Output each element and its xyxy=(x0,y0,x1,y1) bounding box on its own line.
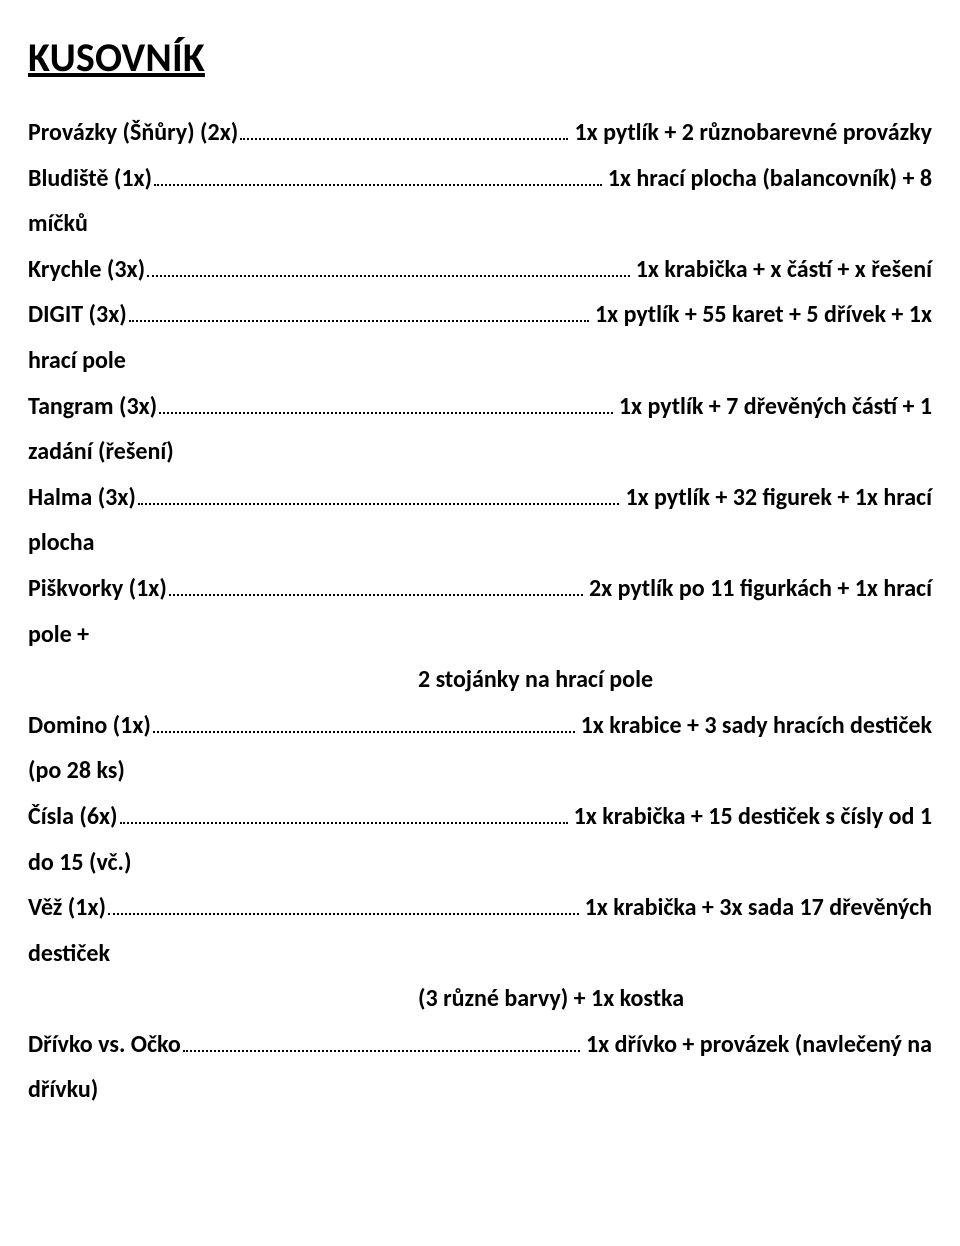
item-lead: Provázky (Šňůry) (2x) xyxy=(28,110,238,156)
item-tail: 1x pytlík + 32 figurek + 1x hrací xyxy=(625,475,932,521)
bom-row: Dřívko vs. Očko 1x dřívko + provázek (na… xyxy=(28,1022,932,1068)
bom-list: Provázky (Šňůry) (2x) 1x pytlík + 2 různ… xyxy=(28,110,932,1113)
item-qty: (3x) xyxy=(107,255,145,284)
item-qty: (3x) xyxy=(89,300,127,329)
item-continuation: plocha xyxy=(28,520,932,566)
item-tail: 1x pytlík + 55 karet + 5 dřívek + 1x xyxy=(595,292,932,338)
item-name: Krychle xyxy=(28,255,101,284)
item-qty: (3x) xyxy=(119,392,157,421)
leader-dots xyxy=(240,125,568,140)
item-continuation: zadání (řešení) xyxy=(28,429,932,475)
page-title: KUSOVNÍK xyxy=(28,20,932,96)
item-continuation: do 15 (vč.) xyxy=(28,840,932,886)
item-qty: (1x) xyxy=(114,164,152,193)
item-name: Věž xyxy=(28,893,62,922)
bom-row: Věž (1x) 1x krabička + 3x sada 17 dřevěn… xyxy=(28,885,932,931)
item-name: Provázky (Šňůry) xyxy=(28,118,195,147)
bom-row: Provázky (Šňůry) (2x) 1x pytlík + 2 různ… xyxy=(28,110,932,156)
item-name: DIGIT xyxy=(28,300,83,329)
item-continuation: destiček xyxy=(28,931,932,977)
bom-row: DIGIT (3x) 1x pytlík + 55 karet + 5 dřív… xyxy=(28,292,932,338)
leader-dots xyxy=(147,262,630,277)
item-indent-continuation: (3 různé barvy) + 1x kostka xyxy=(28,976,932,1022)
bom-row: Čísla (6x) 1x krabička + 15 destiček s č… xyxy=(28,794,932,840)
bom-row: Halma (3x) 1x pytlík + 32 figurek + 1x h… xyxy=(28,475,932,521)
item-lead: Piškvorky (1x) xyxy=(28,566,167,612)
item-continuation: míčků xyxy=(28,201,932,247)
item-tail: 1x pytlík + 2 různobarevné provázky xyxy=(574,110,932,156)
item-lead: Halma (3x) xyxy=(28,475,136,521)
item-lead: Dřívko vs. Očko xyxy=(28,1022,181,1068)
item-lead: Bludiště (1x) xyxy=(28,156,152,202)
item-tail: 2x pytlík po 11 figurkách + 1x hrací xyxy=(589,566,932,612)
item-lead: Tangram (3x) xyxy=(28,384,157,430)
item-qty: (6x) xyxy=(79,802,117,831)
item-lead: Krychle (3x) xyxy=(28,247,145,293)
item-tail: 1x dřívko + provázek (navlečený na xyxy=(586,1022,932,1068)
item-name: Bludiště xyxy=(28,164,108,193)
item-qty: (3x) xyxy=(98,483,136,512)
leader-dots xyxy=(154,170,602,185)
item-name: Dřívko vs. Očko xyxy=(28,1030,181,1059)
item-continuation: pole + xyxy=(28,612,932,658)
leader-dots xyxy=(138,490,620,505)
item-name: Čísla xyxy=(28,802,74,831)
item-qty: (1x) xyxy=(129,574,167,603)
document-page: KUSOVNÍK Provázky (Šňůry) (2x) 1x pytlík… xyxy=(0,0,960,1153)
leader-dots xyxy=(159,398,613,413)
item-tail: 1x hrací plocha (balancovník) + 8 xyxy=(608,156,932,202)
bom-row: Domino (1x) 1x krabice + 3 sady hracích … xyxy=(28,703,932,749)
leader-dots xyxy=(183,1037,580,1052)
leader-dots xyxy=(108,900,579,915)
item-name: Domino xyxy=(28,711,107,740)
item-lead: DIGIT (3x) xyxy=(28,292,127,338)
leader-dots xyxy=(153,718,575,733)
item-tail: 1x krabička + 15 destiček s čísly od 1 xyxy=(574,794,932,840)
item-tail: 1x krabička + 3x sada 17 dřevěných xyxy=(585,885,932,931)
leader-dots xyxy=(169,581,583,596)
bom-row: Krychle (3x) 1x krabička + x částí + x ř… xyxy=(28,247,932,293)
item-tail: 1x krabička + x částí + x řešení xyxy=(636,247,932,293)
bom-row: Piškvorky (1x) 2x pytlík po 11 figurkách… xyxy=(28,566,932,612)
item-continuation: hrací pole xyxy=(28,338,932,384)
item-continuation: dřívku) xyxy=(28,1067,932,1113)
item-lead: Domino (1x) xyxy=(28,703,151,749)
item-name: Tangram xyxy=(28,392,114,421)
leader-dots xyxy=(129,307,589,322)
item-indent-continuation: 2 stojánky na hrací pole xyxy=(28,657,932,703)
item-lead: Věž (1x) xyxy=(28,885,106,931)
item-qty: (1x) xyxy=(68,893,106,922)
bom-row: Bludiště (1x) 1x hrací plocha (balancovn… xyxy=(28,156,932,202)
leader-dots xyxy=(120,809,568,824)
bom-row: Tangram (3x) 1x pytlík + 7 dřevěných čás… xyxy=(28,384,932,430)
item-qty: (1x) xyxy=(113,711,151,740)
item-name: Halma xyxy=(28,483,92,512)
item-tail: 1x pytlík + 7 dřevěných částí + 1 xyxy=(619,384,932,430)
item-lead: Čísla (6x) xyxy=(28,794,118,840)
item-tail: 1x krabice + 3 sady hracích destiček xyxy=(581,703,932,749)
item-continuation: (po 28 ks) xyxy=(28,748,932,794)
item-name: Piškvorky xyxy=(28,574,123,603)
item-qty: (2x) xyxy=(200,118,238,147)
